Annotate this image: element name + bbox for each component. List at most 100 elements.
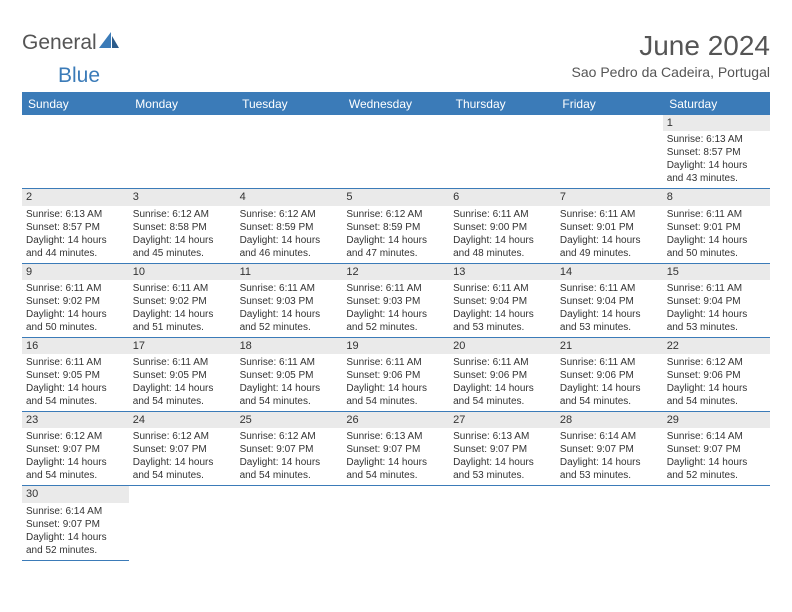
- d1-text: Daylight: 14 hours: [26, 234, 125, 247]
- sunset-text: Sunset: 9:07 PM: [346, 443, 445, 456]
- d2-text: and 47 minutes.: [346, 247, 445, 260]
- calendar-week: 23Sunrise: 6:12 AMSunset: 9:07 PMDayligh…: [22, 412, 770, 486]
- day-number: 3: [129, 189, 236, 205]
- calendar-week: 1Sunrise: 6:13 AMSunset: 8:57 PMDaylight…: [22, 115, 770, 189]
- day-number: 28: [556, 412, 663, 428]
- d1-text: Daylight: 14 hours: [560, 234, 659, 247]
- calendar-cell: [129, 115, 236, 189]
- day-number: 20: [449, 338, 556, 354]
- d1-text: Daylight: 14 hours: [240, 456, 339, 469]
- sunrise-text: Sunrise: 6:11 AM: [346, 282, 445, 295]
- d1-text: Daylight: 14 hours: [667, 234, 766, 247]
- calendar-cell: 17Sunrise: 6:11 AMSunset: 9:05 PMDayligh…: [129, 337, 236, 411]
- sunset-text: Sunset: 8:57 PM: [667, 146, 766, 159]
- day-number: 16: [22, 338, 129, 354]
- calendar-cell: 19Sunrise: 6:11 AMSunset: 9:06 PMDayligh…: [342, 337, 449, 411]
- calendar-cell: 16Sunrise: 6:11 AMSunset: 9:05 PMDayligh…: [22, 337, 129, 411]
- sunrise-text: Sunrise: 6:13 AM: [26, 208, 125, 221]
- sunset-text: Sunset: 9:06 PM: [453, 369, 552, 382]
- sail-icon: [97, 30, 121, 55]
- d2-text: and 53 minutes.: [667, 321, 766, 334]
- sunset-text: Sunset: 9:04 PM: [453, 295, 552, 308]
- sunset-text: Sunset: 9:01 PM: [667, 221, 766, 234]
- d1-text: Daylight: 14 hours: [133, 456, 232, 469]
- sunset-text: Sunset: 9:07 PM: [133, 443, 232, 456]
- calendar-cell: 9Sunrise: 6:11 AMSunset: 9:02 PMDaylight…: [22, 263, 129, 337]
- calendar-week: 30Sunrise: 6:14 AMSunset: 9:07 PMDayligh…: [22, 486, 770, 560]
- calendar-cell: 28Sunrise: 6:14 AMSunset: 9:07 PMDayligh…: [556, 412, 663, 486]
- calendar-table: Sunday Monday Tuesday Wednesday Thursday…: [22, 93, 770, 561]
- sunrise-text: Sunrise: 6:14 AM: [667, 430, 766, 443]
- sunset-text: Sunset: 9:03 PM: [240, 295, 339, 308]
- calendar-cell: 29Sunrise: 6:14 AMSunset: 9:07 PMDayligh…: [663, 412, 770, 486]
- calendar-cell: 7Sunrise: 6:11 AMSunset: 9:01 PMDaylight…: [556, 189, 663, 263]
- calendar-cell: 27Sunrise: 6:13 AMSunset: 9:07 PMDayligh…: [449, 412, 556, 486]
- d1-text: Daylight: 14 hours: [240, 234, 339, 247]
- d1-text: Daylight: 14 hours: [453, 382, 552, 395]
- sunrise-text: Sunrise: 6:11 AM: [240, 282, 339, 295]
- sunrise-text: Sunrise: 6:13 AM: [453, 430, 552, 443]
- d1-text: Daylight: 14 hours: [346, 234, 445, 247]
- sunset-text: Sunset: 8:59 PM: [346, 221, 445, 234]
- d2-text: and 54 minutes.: [133, 469, 232, 482]
- logo-text-blue: Blue: [58, 64, 100, 87]
- sunrise-text: Sunrise: 6:11 AM: [453, 282, 552, 295]
- sunrise-text: Sunrise: 6:14 AM: [26, 505, 125, 518]
- logo-text-general: General: [22, 31, 97, 55]
- d2-text: and 46 minutes.: [240, 247, 339, 260]
- d1-text: Daylight: 14 hours: [346, 456, 445, 469]
- day-number: 9: [22, 264, 129, 280]
- day-header: Thursday: [449, 93, 556, 115]
- day-number: 15: [663, 264, 770, 280]
- d1-text: Daylight: 14 hours: [667, 159, 766, 172]
- day-header: Monday: [129, 93, 236, 115]
- day-number: 29: [663, 412, 770, 428]
- day-number: 26: [342, 412, 449, 428]
- d2-text: and 54 minutes.: [346, 469, 445, 482]
- d2-text: and 50 minutes.: [26, 321, 125, 334]
- sunrise-text: Sunrise: 6:12 AM: [133, 208, 232, 221]
- calendar-cell: 30Sunrise: 6:14 AMSunset: 9:07 PMDayligh…: [22, 486, 129, 560]
- d2-text: and 54 minutes.: [133, 395, 232, 408]
- day-header-row: Sunday Monday Tuesday Wednesday Thursday…: [22, 93, 770, 115]
- sunset-text: Sunset: 9:06 PM: [667, 369, 766, 382]
- sunset-text: Sunset: 9:07 PM: [240, 443, 339, 456]
- d2-text: and 53 minutes.: [453, 469, 552, 482]
- sunset-text: Sunset: 9:00 PM: [453, 221, 552, 234]
- calendar-week: 9Sunrise: 6:11 AMSunset: 9:02 PMDaylight…: [22, 263, 770, 337]
- calendar-cell: 5Sunrise: 6:12 AMSunset: 8:59 PMDaylight…: [342, 189, 449, 263]
- calendar-cell: [663, 486, 770, 560]
- sunset-text: Sunset: 9:01 PM: [560, 221, 659, 234]
- day-number: 6: [449, 189, 556, 205]
- sunrise-text: Sunrise: 6:12 AM: [26, 430, 125, 443]
- d1-text: Daylight: 14 hours: [346, 382, 445, 395]
- d2-text: and 54 minutes.: [26, 395, 125, 408]
- d1-text: Daylight: 14 hours: [26, 531, 125, 544]
- day-number: 27: [449, 412, 556, 428]
- d1-text: Daylight: 14 hours: [453, 234, 552, 247]
- d2-text: and 52 minutes.: [346, 321, 445, 334]
- calendar-week: 16Sunrise: 6:11 AMSunset: 9:05 PMDayligh…: [22, 337, 770, 411]
- day-number: 18: [236, 338, 343, 354]
- sunrise-text: Sunrise: 6:11 AM: [560, 208, 659, 221]
- calendar-cell: 8Sunrise: 6:11 AMSunset: 9:01 PMDaylight…: [663, 189, 770, 263]
- sunrise-text: Sunrise: 6:12 AM: [133, 430, 232, 443]
- d2-text: and 49 minutes.: [560, 247, 659, 260]
- d2-text: and 43 minutes.: [667, 172, 766, 185]
- calendar-cell: 21Sunrise: 6:11 AMSunset: 9:06 PMDayligh…: [556, 337, 663, 411]
- sunrise-text: Sunrise: 6:12 AM: [240, 208, 339, 221]
- calendar-cell: 13Sunrise: 6:11 AMSunset: 9:04 PMDayligh…: [449, 263, 556, 337]
- day-number: 2: [22, 189, 129, 205]
- calendar-cell: [449, 486, 556, 560]
- month-title: June 2024: [572, 30, 770, 62]
- d2-text: and 54 minutes.: [560, 395, 659, 408]
- calendar-cell: [236, 115, 343, 189]
- sunset-text: Sunset: 9:07 PM: [667, 443, 766, 456]
- header-right: June 2024 Sao Pedro da Cadeira, Portugal: [572, 30, 770, 80]
- sunset-text: Sunset: 9:02 PM: [26, 295, 125, 308]
- d1-text: Daylight: 14 hours: [560, 456, 659, 469]
- calendar-cell: 24Sunrise: 6:12 AMSunset: 9:07 PMDayligh…: [129, 412, 236, 486]
- day-header: Wednesday: [342, 93, 449, 115]
- d2-text: and 52 minutes.: [26, 544, 125, 557]
- sunrise-text: Sunrise: 6:12 AM: [667, 356, 766, 369]
